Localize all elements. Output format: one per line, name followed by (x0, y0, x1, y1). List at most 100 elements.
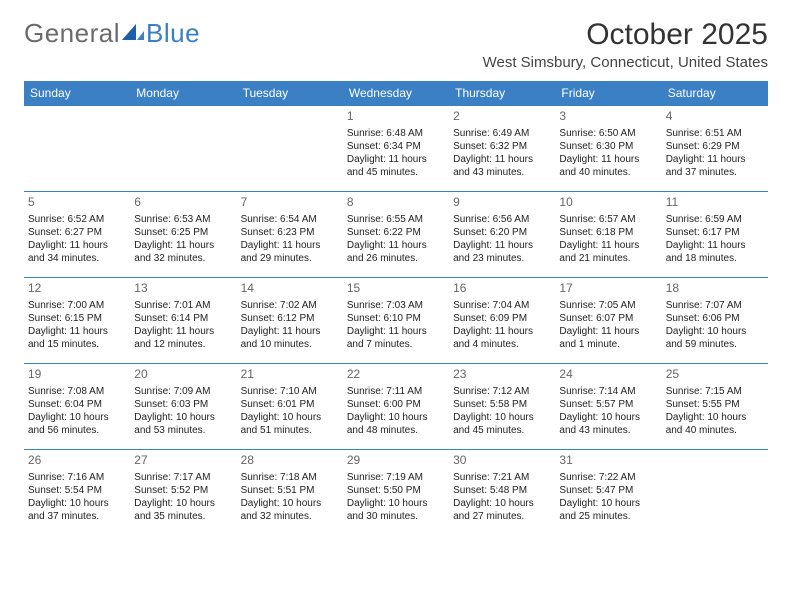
calendar-day-cell: 27Sunrise: 7:17 AMSunset: 5:52 PMDayligh… (130, 450, 236, 536)
calendar-day-cell: 15Sunrise: 7:03 AMSunset: 6:10 PMDayligh… (343, 278, 449, 364)
sunset-text: Sunset: 6:32 PM (453, 140, 551, 153)
day-number: 28 (241, 453, 339, 469)
day-number: 18 (666, 281, 764, 297)
calendar-day-cell: 24 Sunrise: 7:14 AMSunset: 5:57 PMDayligh… (555, 364, 661, 450)
calendar-week-row: 5Sunrise: 6:52 AMSunset: 6:27 PMDaylight… (24, 192, 768, 278)
day-info: Sunrise: 7:02 AMSunset: 6:12 PMDaylight:… (241, 299, 339, 351)
calendar-day-cell: 1 Sunrise: 6:48 AMSunset: 6:34 PMDaylight… (343, 106, 449, 192)
logo: General Blue (24, 18, 200, 49)
day-info: Sunrise: 7:03 AMSunset: 6:10 PMDaylight:… (347, 299, 445, 351)
calendar-day-cell: 2Sunrise: 6:49 AMSunset: 6:32 PMDaylight… (449, 106, 555, 192)
calendar-head: SundayMondayTuesdayWednesdayThursdayFrid… (24, 81, 768, 106)
day-info: Sunrise: 6:54 AMSunset: 6:23 PMDaylight:… (241, 213, 339, 265)
sunset-text: Sunset: 5:50 PM (347, 484, 445, 497)
day-info: Sunrise: 7:21 AMSunset: 5:48 PMDaylight:… (453, 471, 551, 523)
day-number: 31 (559, 453, 657, 469)
day-number: 7 (241, 195, 339, 211)
day-info: Sunrise: 7:08 AMSunset: 6:04 PMDaylight:… (28, 385, 126, 437)
day-info: Sunrise: 7:22 AMSunset: 5:47 PMDaylight:… (559, 471, 657, 523)
sunset-text: Sunset: 6:27 PM (28, 226, 126, 239)
day-info: Sunrise: 6:48 AMSunset: 6:34 PMDaylight:… (347, 127, 445, 179)
day-number: 21 (241, 367, 339, 383)
logo-word-1: General (24, 18, 120, 49)
sunset-text: Sunset: 6:10 PM (347, 312, 445, 325)
day-info: Sunrise: 7:01 AMSunset: 6:14 PMDaylight:… (134, 299, 232, 351)
logo-sail-icon (122, 18, 144, 49)
day-header: Sunday (24, 81, 130, 106)
daylight-text: Daylight: 10 hours and 40 minutes. (666, 411, 764, 437)
sunrise-text: Sunrise: 7:16 AM (28, 471, 126, 484)
sunrise-text: Sunrise: 7:07 AM (666, 299, 764, 312)
day-number: 24 (559, 367, 657, 383)
day-info: Sunrise: 7:10 AMSunset: 6:01 PMDaylight:… (241, 385, 339, 437)
calendar-day-cell: 12Sunrise: 7:00 AMSunset: 6:15 PMDayligh… (24, 278, 130, 364)
daylight-text: Daylight: 11 hours and 43 minutes. (453, 153, 551, 179)
day-number: 30 (453, 453, 551, 469)
day-info: Sunrise: 7:17 AMSunset: 5:52 PMDaylight:… (134, 471, 232, 523)
sunrise-text: Sunrise: 7:01 AM (134, 299, 232, 312)
sunset-text: Sunset: 6:34 PM (347, 140, 445, 153)
day-info: Sunrise: 7:11 AMSunset: 6:00 PMDaylight:… (347, 385, 445, 437)
day-number: 14 (241, 281, 339, 297)
calendar-body: 1Sunrise: 6:48 AMSunset: 6:34 PMDaylight… (24, 106, 768, 536)
sunset-text: Sunset: 5:55 PM (666, 398, 764, 411)
calendar-day-cell: 28Sunrise: 7:18 AMSunset: 5:51 PMDayligh… (237, 450, 343, 536)
sunset-text: Sunset: 5:57 PM (559, 398, 657, 411)
calendar-day-cell (237, 106, 343, 192)
sunrise-text: Sunrise: 7:14 AM (559, 385, 657, 398)
daylight-text: Daylight: 10 hours and 43 minutes. (559, 411, 657, 437)
sunset-text: Sunset: 6:18 PM (559, 226, 657, 239)
day-number: 3 (559, 109, 657, 125)
day-info: Sunrise: 7:09 AMSunset: 6:03 PMDaylight:… (134, 385, 232, 437)
sunset-text: Sunset: 5:52 PM (134, 484, 232, 497)
sunrise-text: Sunrise: 6:54 AM (241, 213, 339, 226)
sunset-text: Sunset: 6:17 PM (666, 226, 764, 239)
calendar-day-cell: 30 Sunrise: 7:21 AMSunset: 5:48 PMDayligh… (449, 450, 555, 536)
daylight-text: Daylight: 11 hours and 10 minutes. (241, 325, 339, 351)
daylight-text: Daylight: 11 hours and 21 minutes. (559, 239, 657, 265)
sunrise-text: Sunrise: 7:03 AM (347, 299, 445, 312)
calendar-day-cell: 21 Sunrise: 7:10 AMSunset: 6:01 PMDayligh… (237, 364, 343, 450)
day-header: Thursday (449, 81, 555, 106)
calendar-day-cell: 20Sunrise: 7:09 AMSunset: 6:03 PMDayligh… (130, 364, 236, 450)
daylight-text: Daylight: 11 hours and 12 minutes. (134, 325, 232, 351)
sunrise-text: Sunrise: 7:04 AM (453, 299, 551, 312)
day-header: Monday (130, 81, 236, 106)
daylight-text: Daylight: 10 hours and 48 minutes. (347, 411, 445, 437)
calendar-day-cell: 9Sunrise: 6:56 AMSunset: 6:20 PMDaylight… (449, 192, 555, 278)
sunrise-text: Sunrise: 7:02 AM (241, 299, 339, 312)
day-info: Sunrise: 7:15 AMSunset: 5:55 PMDaylight:… (666, 385, 764, 437)
daylight-text: Daylight: 10 hours and 27 minutes. (453, 497, 551, 523)
calendar-day-cell: 10Sunrise: 6:57 AMSunset: 6:18 PMDayligh… (555, 192, 661, 278)
calendar-day-cell: 19 Sunrise: 7:08 AMSunset: 6:04 PMDayligh… (24, 364, 130, 450)
sunset-text: Sunset: 6:20 PM (453, 226, 551, 239)
calendar-day-cell: 18Sunrise: 7:07 AMSunset: 6:06 PMDayligh… (662, 278, 768, 364)
day-number: 22 (347, 367, 445, 383)
day-number: 10 (559, 195, 657, 211)
calendar-table: SundayMondayTuesdayWednesdayThursdayFrid… (24, 81, 768, 536)
day-header: Wednesday (343, 81, 449, 106)
day-header: Friday (555, 81, 661, 106)
day-number: 26 (28, 453, 126, 469)
day-number: 23 (453, 367, 551, 383)
day-info: Sunrise: 6:55 AMSunset: 6:22 PMDaylight:… (347, 213, 445, 265)
sunset-text: Sunset: 6:07 PM (559, 312, 657, 325)
sunrise-text: Sunrise: 6:48 AM (347, 127, 445, 140)
sunset-text: Sunset: 6:29 PM (666, 140, 764, 153)
daylight-text: Daylight: 10 hours and 53 minutes. (134, 411, 232, 437)
daylight-text: Daylight: 11 hours and 7 minutes. (347, 325, 445, 351)
day-number: 19 (28, 367, 126, 383)
calendar-day-cell: 25 Sunrise: 7:15 AMSunset: 5:55 PMDayligh… (662, 364, 768, 450)
day-number: 1 (347, 109, 445, 125)
day-number: 25 (666, 367, 764, 383)
sunset-text: Sunset: 5:58 PM (453, 398, 551, 411)
sunrise-text: Sunrise: 7:15 AM (666, 385, 764, 398)
sunrise-text: Sunrise: 6:59 AM (666, 213, 764, 226)
day-number: 2 (453, 109, 551, 125)
daylight-text: Daylight: 11 hours and 1 minute. (559, 325, 657, 351)
day-info: Sunrise: 7:12 AMSunset: 5:58 PMDaylight:… (453, 385, 551, 437)
daylight-text: Daylight: 11 hours and 18 minutes. (666, 239, 764, 265)
day-number: 12 (28, 281, 126, 297)
sunrise-text: Sunrise: 7:18 AM (241, 471, 339, 484)
month-title: October 2025 (483, 18, 768, 52)
